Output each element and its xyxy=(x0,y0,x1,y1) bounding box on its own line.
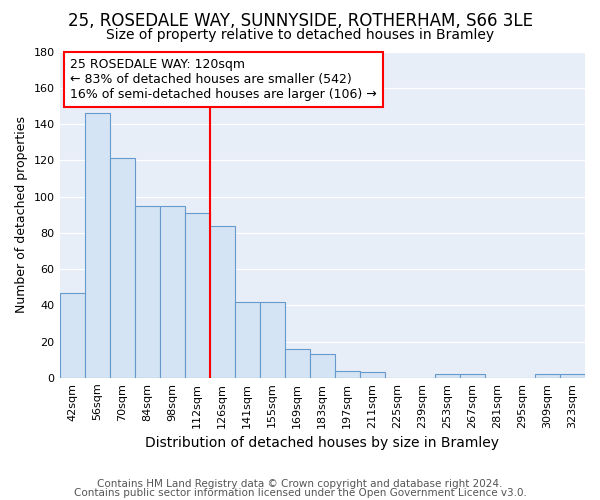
Bar xyxy=(260,302,285,378)
Bar xyxy=(285,349,310,378)
Text: Contains public sector information licensed under the Open Government Licence v3: Contains public sector information licen… xyxy=(74,488,526,498)
Bar xyxy=(209,226,235,378)
Bar xyxy=(460,374,485,378)
Bar xyxy=(235,302,260,378)
Bar xyxy=(160,206,185,378)
Text: 25 ROSEDALE WAY: 120sqm
← 83% of detached houses are smaller (542)
16% of semi-d: 25 ROSEDALE WAY: 120sqm ← 83% of detache… xyxy=(70,58,377,101)
Bar xyxy=(85,113,110,378)
Y-axis label: Number of detached properties: Number of detached properties xyxy=(15,116,28,313)
Bar xyxy=(360,372,385,378)
Bar xyxy=(560,374,585,378)
Bar xyxy=(185,213,209,378)
Bar xyxy=(435,374,460,378)
Text: Contains HM Land Registry data © Crown copyright and database right 2024.: Contains HM Land Registry data © Crown c… xyxy=(97,479,503,489)
Bar xyxy=(110,158,134,378)
Bar xyxy=(134,206,160,378)
Bar xyxy=(310,354,335,378)
Text: Size of property relative to detached houses in Bramley: Size of property relative to detached ho… xyxy=(106,28,494,42)
Bar xyxy=(59,292,85,378)
Text: 25, ROSEDALE WAY, SUNNYSIDE, ROTHERHAM, S66 3LE: 25, ROSEDALE WAY, SUNNYSIDE, ROTHERHAM, … xyxy=(67,12,533,30)
Bar xyxy=(335,370,360,378)
Bar xyxy=(535,374,560,378)
X-axis label: Distribution of detached houses by size in Bramley: Distribution of detached houses by size … xyxy=(145,436,499,450)
